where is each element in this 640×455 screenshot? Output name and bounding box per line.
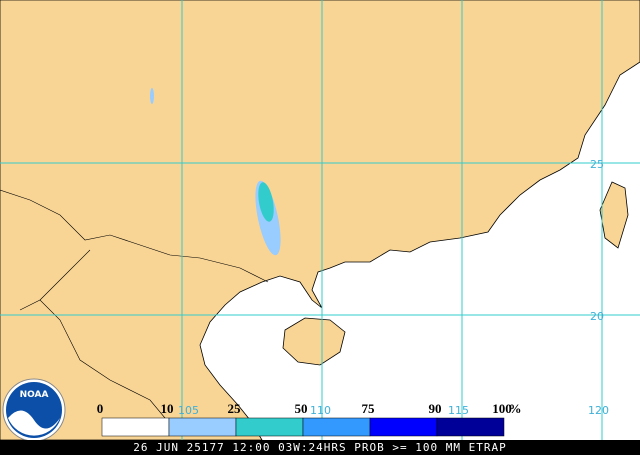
legend-label: 90 xyxy=(429,401,442,416)
noaa-logo: NOAA xyxy=(2,378,66,442)
legend-label: 10 xyxy=(161,401,174,416)
lat-label: 20 xyxy=(590,310,604,323)
rain-prob-mid xyxy=(258,182,274,222)
borders xyxy=(0,189,269,431)
legend-label: 0 xyxy=(97,401,104,416)
land xyxy=(0,0,640,441)
legend-label: 25 xyxy=(228,401,242,416)
taiwan xyxy=(599,181,629,249)
legend: 0 10 25 50 75 90 100% xyxy=(97,401,522,437)
legend-swatch xyxy=(235,417,304,437)
graticule xyxy=(0,0,640,440)
lon-label: 115 xyxy=(448,404,469,417)
legend-swatch xyxy=(436,417,505,437)
legend-unit: % xyxy=(509,401,522,416)
footer-text: 26 JUN 25177 12:00 03W:24HRS PROB >= 100… xyxy=(133,441,507,454)
footer-bar xyxy=(0,440,640,455)
legend-swatch xyxy=(101,417,170,437)
hainan xyxy=(282,317,346,366)
legend-swatch xyxy=(369,417,438,437)
lon-label: 110 xyxy=(310,404,331,417)
rain-prob-low xyxy=(150,88,154,104)
legend-swatch xyxy=(302,417,371,437)
logo-text: NOAA xyxy=(20,390,49,400)
legend-label: 50 xyxy=(295,401,308,416)
legend-label: 100 xyxy=(492,401,512,416)
lat-label: 25 xyxy=(590,158,604,171)
legend-swatch xyxy=(168,417,237,437)
legend-label: 75 xyxy=(362,401,376,416)
lon-label: 120 xyxy=(588,404,609,417)
lon-label: 105 xyxy=(178,404,199,417)
